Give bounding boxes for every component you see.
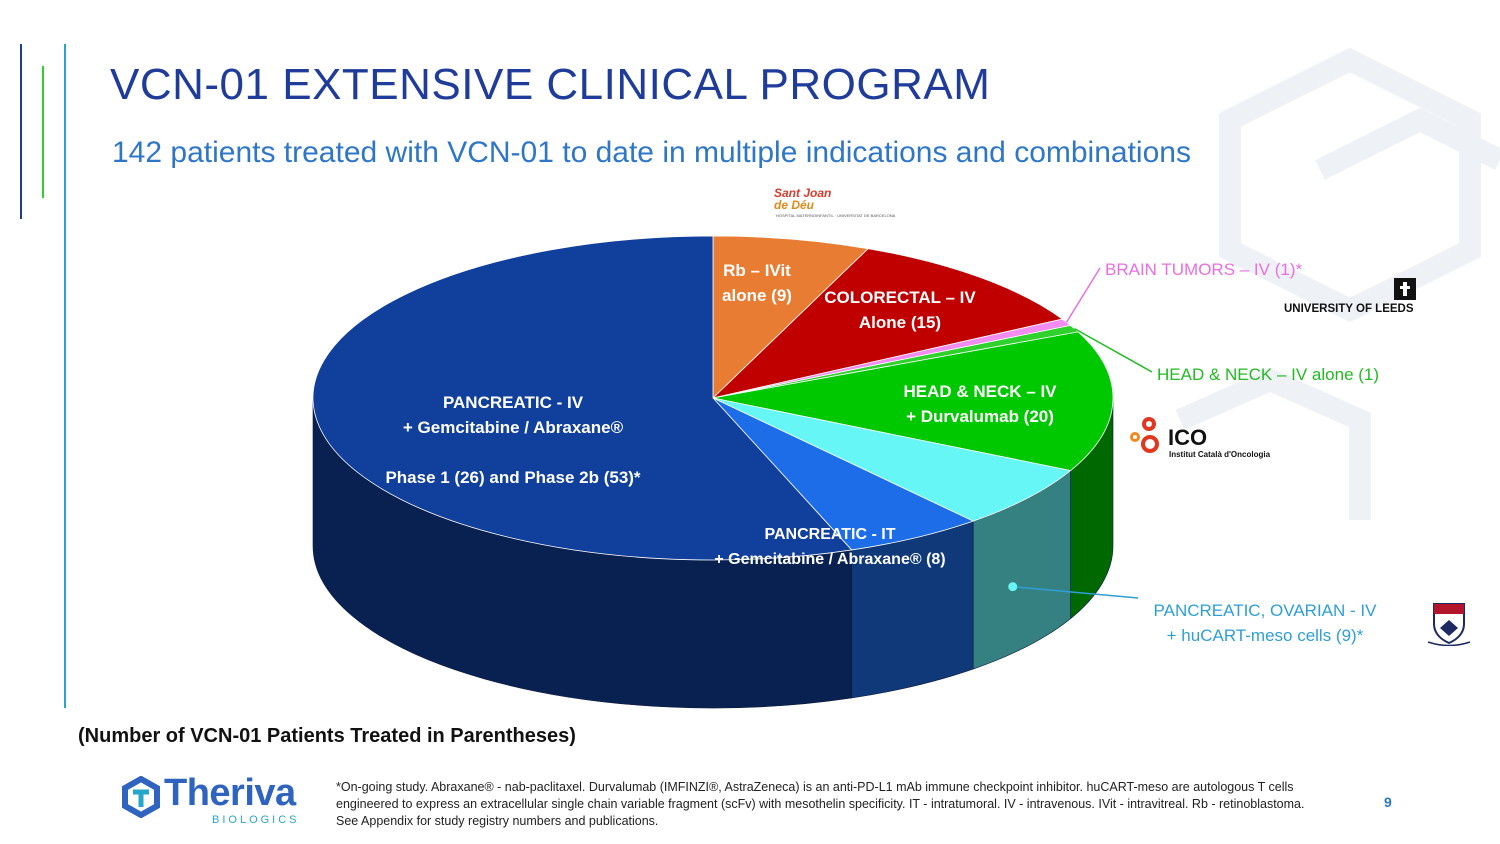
- slice-label-pancreatic-it-line-1: PANCREATIC - IT: [764, 526, 896, 543]
- leeds-logo-text: UNIVERSITY OF LEEDS: [1284, 303, 1414, 315]
- slice-label-colorectal: COLORECTAL – IV Alone (15): [800, 285, 1000, 335]
- ico-logo-full-name: Institut Català d'Oncologia: [1169, 450, 1271, 459]
- slice-label-pancreatic-iv-line-2: + Gemcitabine / Abraxane®: [402, 418, 624, 437]
- slice-label-pancreatic-iv-line-1: PANCREATIC - IV: [442, 393, 584, 412]
- callout-label-pancreatic-ovarian: PANCREATIC, OVARIAN - IV + huCART-meso c…: [1130, 598, 1400, 648]
- leeds-tower-icon: [1394, 278, 1416, 300]
- leader-line-brain: [1065, 267, 1101, 323]
- pie-slice-pancreatic_car: [712, 397, 1072, 522]
- accent-bar-navy: [20, 44, 22, 219]
- accent-bar-cyan: [64, 44, 66, 708]
- penn-shield-icon: [1427, 603, 1471, 647]
- footnote: *On-going study. Abraxane® - nab-paclita…: [336, 780, 1305, 828]
- callout-pancreatic-ovarian-line-1: PANCREATIC, OVARIAN - IV: [1153, 601, 1377, 620]
- brand-tagline: BIOLOGICS: [212, 814, 300, 826]
- ico-logo-name: ICO: [1168, 425, 1208, 450]
- slice-label-head-neck-durvalumab: HEAD & NECK – IV + Durvalumab (20): [870, 379, 1090, 429]
- page-subtitle: 142 patients treated with VCN-01 to date…: [112, 136, 1191, 169]
- slice-label-head-neck-line-2: + Durvalumab (20): [906, 407, 1054, 426]
- slice-label-pancreatic-it-line-2: + Gemcitabine / Abraxane® (8): [714, 551, 946, 568]
- slice-label-pancreatic-it: PANCREATIC - IT + Gemcitabine / Abraxane…: [690, 522, 970, 572]
- sjd-logo-line-1: Sant Joan: [774, 186, 832, 200]
- callout-brain-tumors-text: BRAIN TUMORS – IV (1)*: [1105, 260, 1303, 279]
- pie-slice-headneck_durva: [712, 331, 1114, 472]
- pie-slice-pancreatic_it: [712, 397, 975, 551]
- slice-label-rb-line-1: Rb – IVit: [723, 261, 791, 280]
- callout-label-head-neck-alone: HEAD & NECK – IV alone (1): [1157, 362, 1379, 387]
- callout-pancreatic-ovarian-line-2: + huCART-meso cells (9)*: [1166, 626, 1364, 645]
- slice-label-colorectal-line-2: Alone (15): [858, 313, 942, 332]
- sjd-logo-small-text: HOSPITAL MATERNOINFANTIL · UNIVERSITAT D…: [776, 213, 896, 218]
- chart-note: (Number of VCN-01 Patients Treated in Pa…: [78, 725, 576, 747]
- slice-label-rb-line-2: alone (9): [722, 286, 792, 305]
- slice-label-pancreatic-iv-line-3: [343, 440, 683, 465]
- slice-label-colorectal-line-1: COLORECTAL – IV: [824, 288, 976, 307]
- slice-label-head-neck-line-1: HEAD & NECK – IV: [903, 382, 1057, 401]
- callout-head-neck-alone-text: HEAD & NECK – IV alone (1): [1157, 365, 1380, 384]
- accent-bar-green: [42, 66, 44, 198]
- sjd-logo-line-2: de Déu: [774, 198, 815, 212]
- leader-line-headneck_alone: [1074, 327, 1153, 373]
- page-number: 9: [1384, 794, 1392, 810]
- pie-slice-colorectal: [711, 248, 1064, 399]
- theriva-mark-icon: [122, 776, 160, 818]
- penn-shield-logo: [1424, 602, 1474, 651]
- leader-dot-pancreatic_car: [1008, 582, 1018, 592]
- slice-label-rb: Rb – IVit alone (9): [713, 258, 801, 308]
- slice-label-pancreatic-iv: PANCREATIC - IV + Gemcitabine / Abraxane…: [343, 390, 683, 490]
- brand-name: Theriva: [164, 772, 296, 814]
- pie-slice-rb: [712, 235, 869, 399]
- callout-label-brain-tumors: BRAIN TUMORS – IV (1)*: [1105, 257, 1302, 282]
- pie-slice-pancreatic_iv: [312, 235, 853, 561]
- page-title: VCN-01 EXTENSIVE CLINICAL PROGRAM: [110, 60, 991, 109]
- slice-label-pancreatic-iv-line-4: Phase 1 (26) and Phase 2b (53)*: [385, 468, 641, 487]
- leader-line-pancreatic_car: [1012, 585, 1139, 599]
- ico-symbol-icon: [1130, 417, 1159, 453]
